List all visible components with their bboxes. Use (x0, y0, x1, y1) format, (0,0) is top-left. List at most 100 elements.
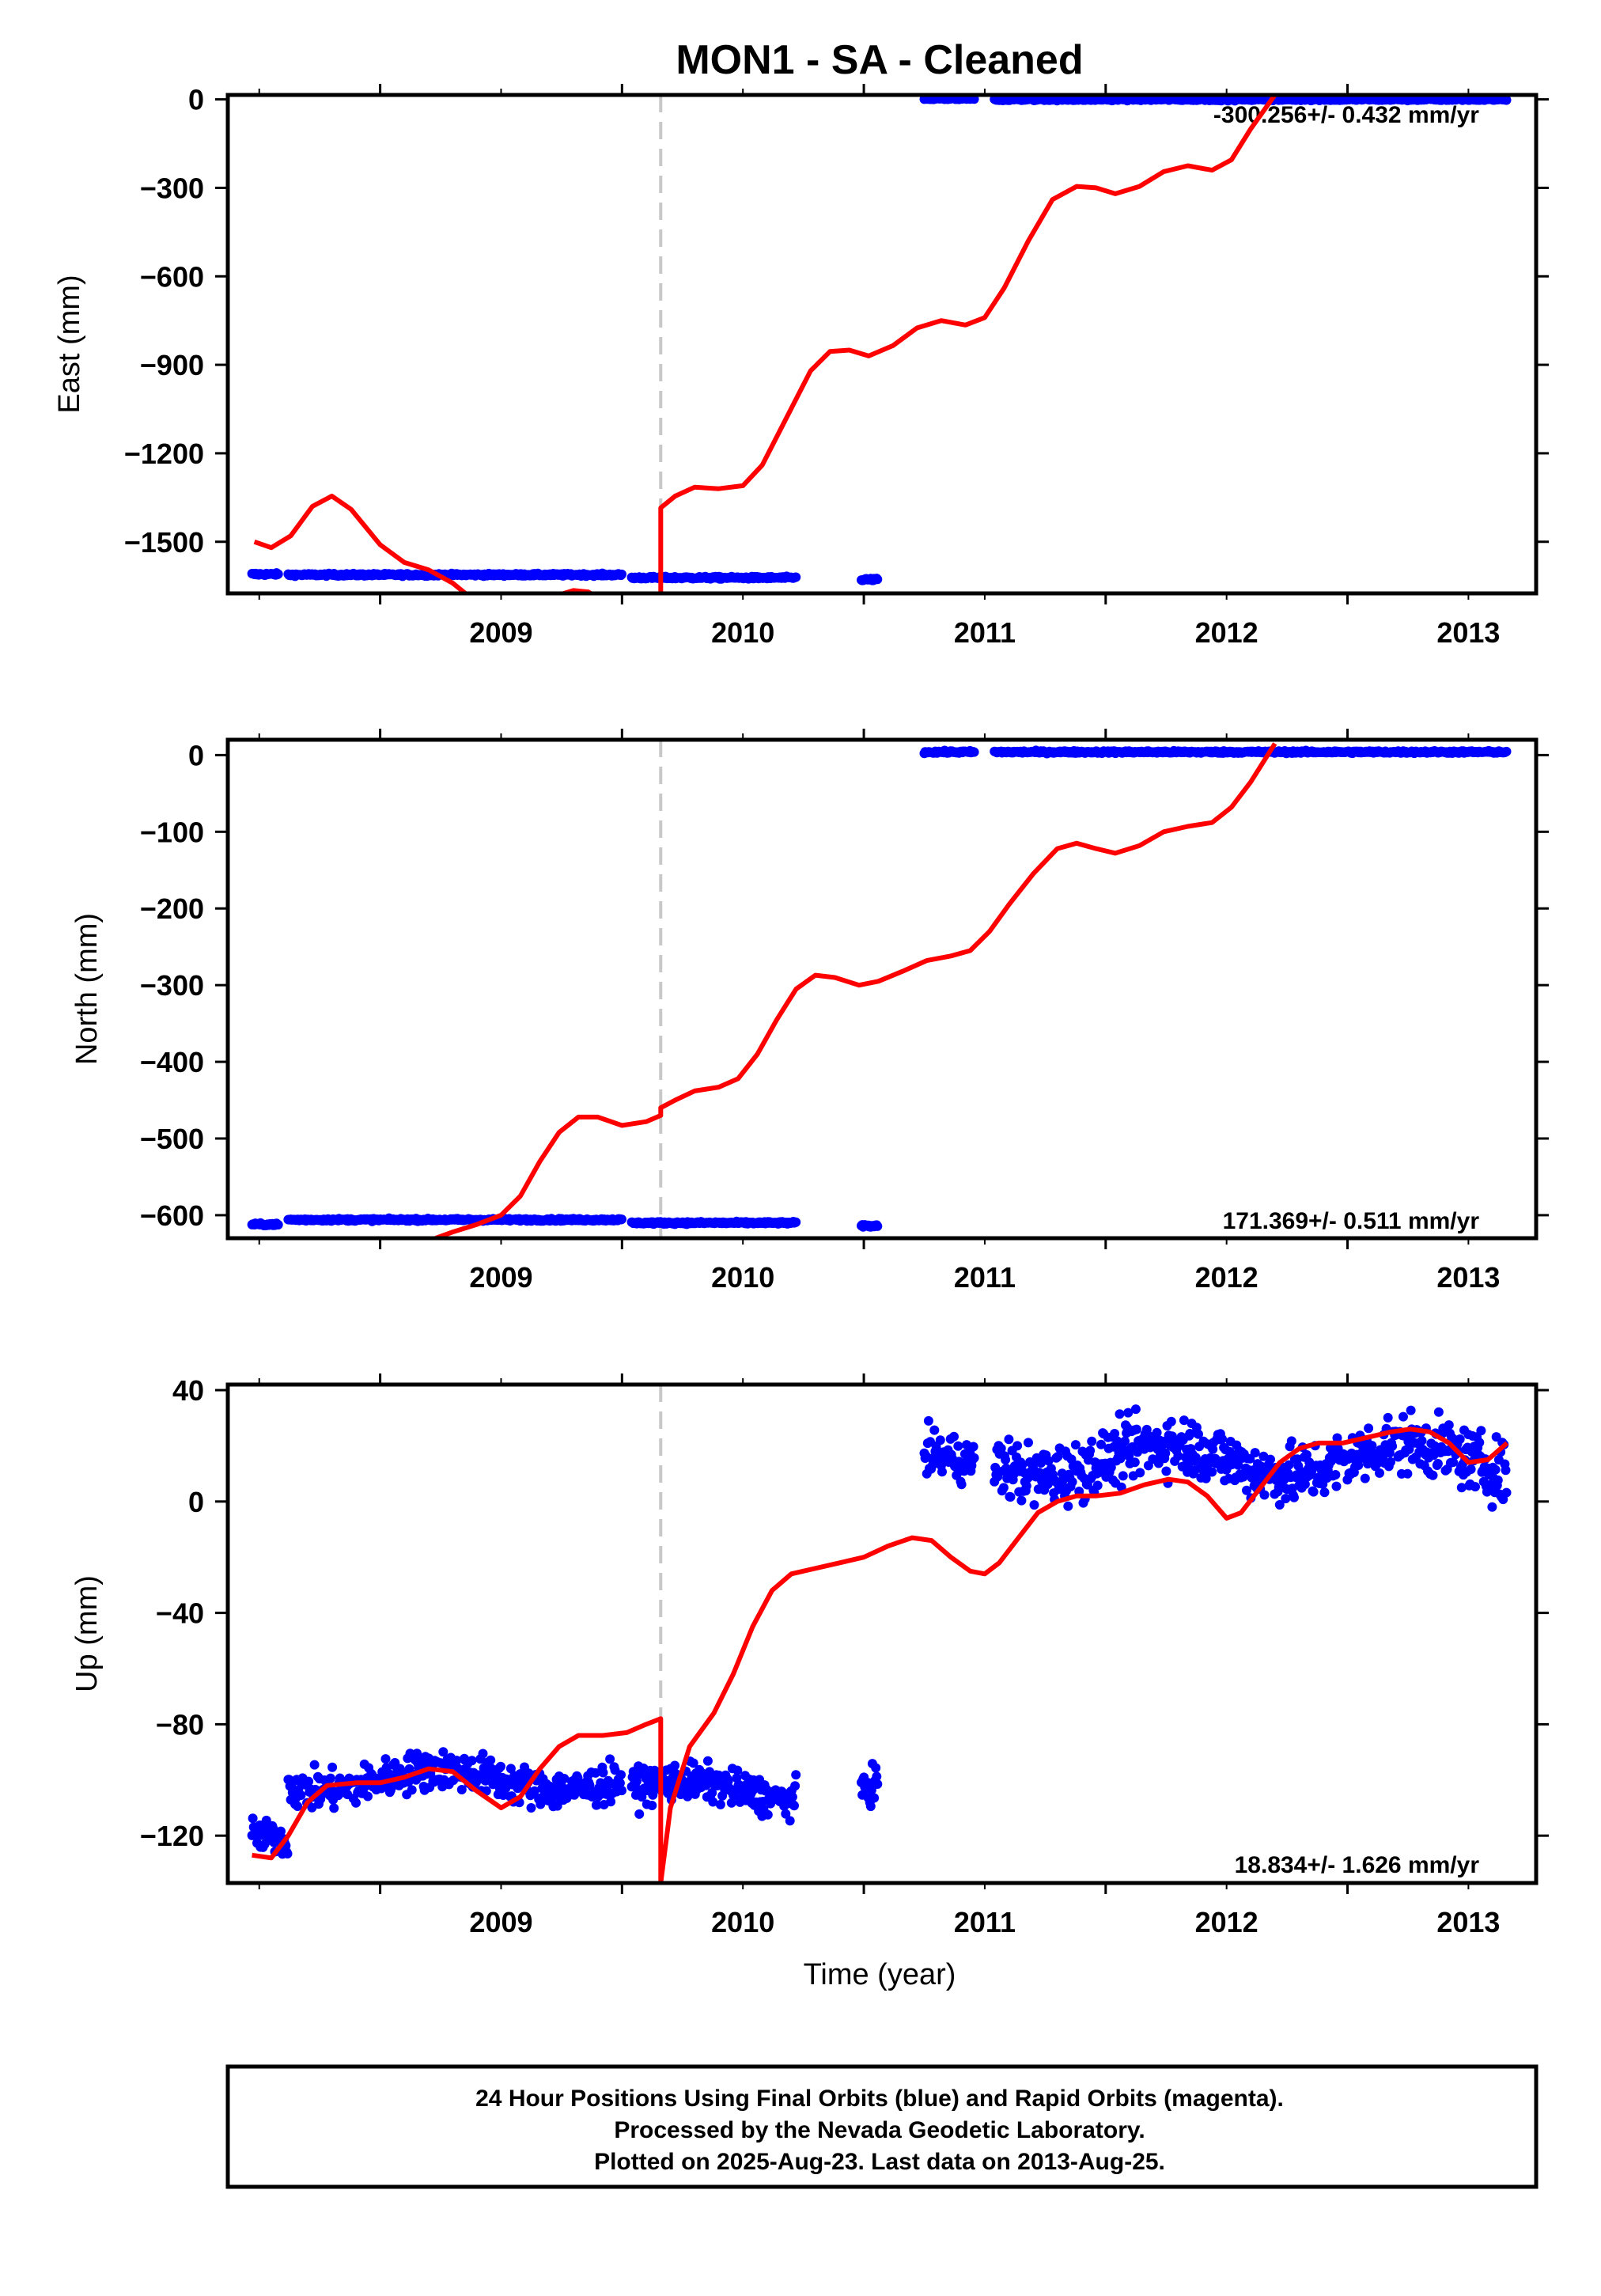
up-data-point (1242, 1485, 1251, 1495)
up-x-tick-label: 2010 (711, 1906, 774, 1938)
up-data-point (559, 1774, 570, 1783)
up-data-point (478, 1749, 488, 1759)
up-data-point (1106, 1462, 1116, 1472)
up-data-point (1456, 1483, 1467, 1493)
up-data-point (405, 1749, 415, 1759)
up-data-point (598, 1767, 608, 1778)
up-data-point (1455, 1434, 1465, 1444)
up-data-point (1029, 1500, 1039, 1510)
up-data-point (1402, 1468, 1413, 1479)
up-data-point (968, 1442, 978, 1452)
up-data-point (1194, 1429, 1203, 1439)
up-data-point (1466, 1464, 1476, 1474)
up-data-point (606, 1797, 616, 1807)
up-data-point (1063, 1501, 1073, 1511)
up-data-point (456, 1785, 467, 1794)
up-data-point (1417, 1436, 1427, 1445)
up-data-point (996, 1443, 1006, 1453)
up-data-point (1112, 1436, 1122, 1446)
up-x-tick-label: 2013 (1436, 1906, 1500, 1938)
up-data-point (953, 1441, 963, 1451)
up-data-point (1092, 1480, 1103, 1491)
up-data-point (1067, 1477, 1077, 1487)
up-data-point (1131, 1424, 1141, 1434)
up-data-point (647, 1801, 657, 1810)
up-data-point (1487, 1502, 1497, 1512)
north-y-tick-label: 0 (188, 739, 204, 771)
footer-box: 24 Hour Positions Using Final Orbits (bl… (225, 2064, 1539, 2189)
up-data-point (869, 1793, 880, 1803)
up-data-point (670, 1760, 680, 1771)
east-data-point (617, 569, 626, 579)
up-data-point (1501, 1465, 1511, 1476)
up-data-point (790, 1781, 800, 1791)
up-data-point (865, 1802, 876, 1812)
up-data-point (1383, 1412, 1393, 1423)
up-data-point (1353, 1461, 1364, 1470)
up-data-point (1161, 1466, 1171, 1476)
up-data-point (268, 1824, 278, 1833)
up-y-tick-label: −120 (140, 1820, 204, 1852)
north-x-tick-label: 2010 (711, 1261, 774, 1294)
up-data-point (329, 1803, 339, 1813)
north-x-tick-label: 2011 (954, 1261, 1016, 1294)
up-data-point (325, 1773, 335, 1783)
up-data-point (1185, 1429, 1195, 1438)
up-data-point (1208, 1444, 1218, 1454)
up-data-point (707, 1788, 717, 1798)
up-data-point (467, 1756, 477, 1766)
up-data-point (732, 1765, 743, 1775)
north-data-point (1501, 746, 1512, 756)
east-x-tick-label: 2012 (1195, 616, 1258, 649)
up-data-point (1166, 1416, 1176, 1426)
up-data-point (929, 1425, 940, 1435)
up-data-point (1017, 1460, 1028, 1470)
up-data-point (1152, 1427, 1162, 1438)
up-data-point (1387, 1441, 1398, 1451)
up-x-tick-label: 2012 (1195, 1906, 1258, 1938)
up-data-point (282, 1849, 293, 1858)
up-y-axis-label: Up (mm) (70, 1575, 104, 1692)
up-data-point (763, 1809, 773, 1820)
chart-title: MON1 - SA - Cleaned (676, 37, 1083, 83)
up-data-point (505, 1764, 516, 1774)
up-data-point (1001, 1455, 1011, 1464)
up-data-point (1302, 1449, 1311, 1460)
up-data-point (1179, 1415, 1189, 1426)
up-data-point (969, 1453, 979, 1463)
up-data-point (486, 1755, 496, 1765)
up-data-point (871, 1763, 881, 1773)
up-data-point (1012, 1441, 1023, 1451)
up-data-point (781, 1809, 791, 1819)
north-data-point (872, 1221, 883, 1231)
up-data-point (1036, 1458, 1046, 1468)
up-y-tick-label: −40 (156, 1597, 204, 1630)
north-y-tick-label: −600 (140, 1199, 204, 1232)
up-data-point (923, 1415, 933, 1426)
north-x-tick-label: 2012 (1195, 1261, 1258, 1294)
up-data-point (702, 1756, 713, 1766)
north-data-point (969, 747, 979, 757)
up-data-point (688, 1758, 698, 1768)
up-data-point (1190, 1453, 1201, 1463)
up-data-point (998, 1483, 1009, 1493)
up-data-point (949, 1431, 959, 1442)
up-data-point (701, 1780, 711, 1790)
east-panel: East (mm) -300.256+/- 0.432 mm/yr 2009 20… (53, 84, 1549, 649)
up-data-point (1406, 1405, 1416, 1415)
up-data-point (1274, 1500, 1285, 1510)
up-data-point (1233, 1460, 1243, 1470)
north-y-tick-label: −300 (140, 969, 204, 1002)
up-data-point (261, 1815, 271, 1825)
up-data-point (1476, 1426, 1486, 1436)
up-data-point (1364, 1423, 1374, 1434)
up-data-point (1386, 1457, 1395, 1467)
north-y-tick-label: −400 (140, 1046, 204, 1078)
up-data-point (1110, 1429, 1120, 1438)
north-y-tick-label: −200 (140, 892, 204, 925)
east-x-tick-label: 2010 (711, 616, 774, 649)
up-data-point (1286, 1436, 1296, 1446)
up-data-point (1501, 1487, 1512, 1498)
up-data-point (1490, 1464, 1501, 1475)
north-y-tick-label: −500 (140, 1123, 204, 1155)
